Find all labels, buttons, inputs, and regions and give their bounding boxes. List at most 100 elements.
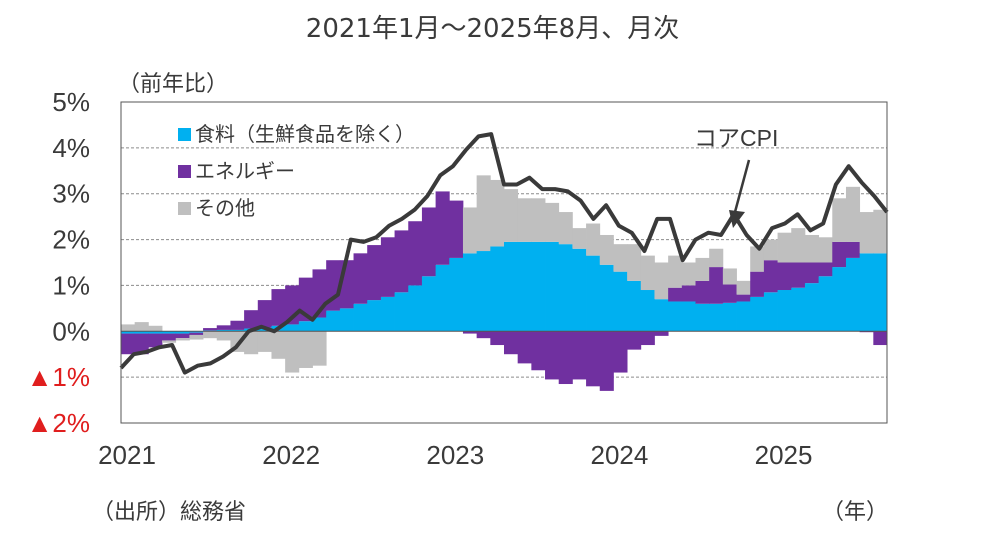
bar-segment-energy [640, 331, 655, 346]
bar-segment-other [175, 338, 190, 341]
bar-segment-food [818, 276, 833, 332]
bar-segment-energy [681, 285, 696, 302]
bar-segment-energy [709, 267, 724, 304]
bar-segment-other [791, 228, 806, 263]
core-cpi-line [119, 132, 889, 375]
legend-swatch [178, 165, 191, 178]
bar-segment-food [709, 303, 724, 332]
core-cpi-annotation: コアCPI [694, 125, 778, 228]
bar-segment-food [367, 300, 382, 332]
bar-segment-other [285, 331, 300, 373]
bar-segment-energy [134, 333, 149, 355]
bar-segment-energy [367, 245, 382, 301]
bar-segment-energy [517, 331, 532, 364]
bar-segment-food [175, 331, 190, 334]
bar-segment-energy [353, 253, 368, 304]
bar-segment-food [695, 303, 710, 332]
x-tick-label: 2021 [98, 440, 156, 470]
y-tick-label: 4% [52, 133, 90, 163]
bar-segment-other [681, 262, 696, 286]
y-tick-label: 2% [52, 225, 90, 255]
bar-segment-food [189, 331, 204, 333]
legend-swatch [178, 128, 191, 141]
bar-segment-food [394, 292, 409, 332]
bar-segment-other [668, 255, 683, 288]
bar-segment-food [285, 324, 300, 332]
bar-segment-energy [832, 241, 847, 268]
bar-segment-food [462, 253, 478, 332]
bar-segment-energy [668, 287, 683, 302]
bar-segment-energy [244, 310, 259, 329]
bar-segment-other [203, 331, 218, 339]
bar-segment-other [312, 331, 327, 366]
bar-segment-energy [572, 331, 587, 380]
bar-segment-food [599, 264, 614, 332]
bar-segment-other [545, 202, 560, 242]
bar-segment-energy [586, 331, 601, 387]
bar-segment-energy [763, 260, 778, 293]
legend-swatch [178, 202, 191, 215]
bar-segment-food [791, 287, 806, 332]
bar-segment-energy [175, 333, 190, 339]
bar-segment-food [408, 285, 423, 332]
bar-segment-energy [845, 241, 861, 258]
bar-segment-other [750, 246, 765, 272]
bar-segment-food [832, 267, 847, 332]
chart-title: 2021年1月～2025年8月、月次 [305, 14, 680, 44]
bar-segment-energy [449, 200, 464, 258]
bar-segment-food [298, 321, 313, 332]
bar-segment-energy [162, 333, 177, 341]
bar-series [121, 175, 888, 391]
bar-segment-energy [476, 331, 491, 339]
bar-segment-food [613, 271, 628, 332]
bar-segment-other [777, 232, 792, 263]
y-axis-unit-label: （前年比） [118, 72, 229, 97]
bar-segment-food [353, 303, 368, 332]
bar-segment-other [490, 179, 505, 247]
bar-segment-other [709, 248, 724, 268]
bar-segment-energy [791, 262, 806, 288]
bar-segment-other [257, 331, 272, 352]
bar-segment-energy [545, 331, 560, 380]
bar-segment-food [722, 302, 737, 332]
bar-segment-other [148, 325, 163, 332]
y-tick-label: 3% [52, 179, 90, 209]
bar-segment-other [695, 257, 710, 281]
bar-segment-energy [408, 221, 423, 286]
bar-segment-other [599, 234, 614, 265]
bar-segment-food [873, 253, 888, 332]
bar-segment-energy [750, 271, 765, 297]
bar-segment-other [134, 322, 149, 332]
y-tick-label: ▲2% [27, 408, 90, 438]
bar-segment-energy [558, 331, 573, 385]
bar-segment-other [298, 331, 313, 368]
bar-segment-food [380, 296, 395, 332]
y-axis-ticks: 5% 4% 3% 2% 1% 0% ▲1% ▲2% [27, 87, 90, 438]
bar-segment-energy [435, 191, 450, 265]
bar-segment-food [312, 317, 327, 332]
bar-segment-food [750, 296, 765, 332]
bar-segment-other [572, 228, 587, 249]
bar-segment-other [189, 334, 204, 340]
bar-segment-energy [421, 207, 437, 277]
legend-label: 食料（生鮮食品を除く） [195, 122, 415, 146]
bar-segment-other [804, 234, 820, 263]
bar-segment-food [558, 244, 573, 332]
bar-segment-energy [804, 262, 820, 284]
bar-segment-other [558, 212, 573, 245]
bar-segment-food [804, 283, 820, 332]
bar-segment-other [244, 331, 259, 355]
bar-segment-food [162, 331, 177, 334]
bar-segment-other [162, 340, 177, 343]
bar-segment-food [339, 308, 354, 332]
y-tick-label: 5% [52, 87, 90, 117]
bar-segment-other [462, 207, 478, 254]
bar-segment-energy [230, 320, 245, 330]
bar-segment-other [627, 244, 642, 281]
bar-segment-food [736, 301, 751, 332]
bar-segment-food [763, 292, 778, 332]
bar-segment-energy [777, 262, 792, 291]
bar-segment-food [449, 257, 464, 332]
bar-segment-food [572, 248, 587, 332]
